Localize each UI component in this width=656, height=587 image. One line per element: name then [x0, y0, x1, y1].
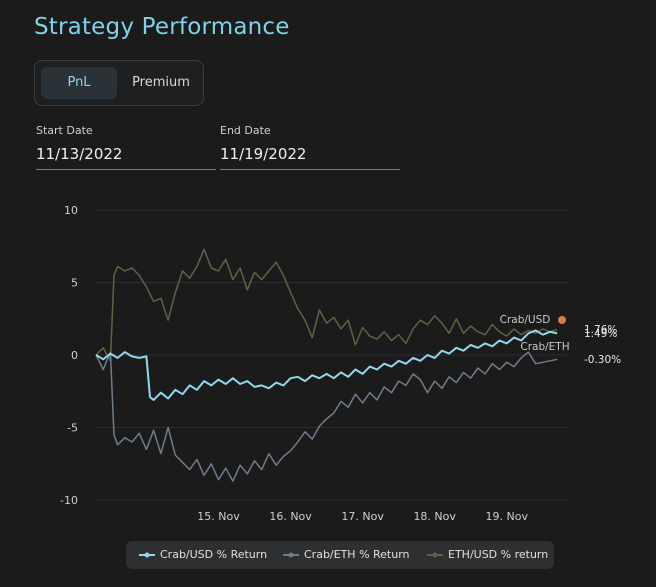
- legend-label-crab-eth: Crab/ETH % Return: [304, 548, 410, 561]
- series-line-2: [95, 248, 558, 362]
- legend-item-crab-eth[interactable]: Crab/ETH % Return: [282, 541, 410, 569]
- end-date-label: End Date: [220, 124, 271, 137]
- legend-swatch-crab-usd: [139, 552, 155, 558]
- end-value-label: 1.76%: [584, 324, 617, 336]
- start-date-input[interactable]: 11/13/2022: [36, 145, 216, 170]
- y-tick-label: -5: [67, 422, 78, 435]
- legend-label-eth-usd: ETH/USD % return: [448, 548, 549, 561]
- y-tick-label: 5: [71, 277, 78, 290]
- y-tick-label: 0: [71, 349, 78, 362]
- start-date-label: Start Date: [36, 124, 93, 137]
- crab-marker-icon: [558, 316, 566, 324]
- end-label-crab-eth: Crab/ETH: [520, 341, 569, 353]
- legend-swatch-crab-eth: [283, 552, 299, 558]
- x-tick-label: 19. Nov: [486, 510, 529, 523]
- legend-label-crab-usd: Crab/USD % Return: [160, 548, 268, 561]
- tab-premium[interactable]: Premium: [132, 75, 190, 90]
- x-tick-label: 17. Nov: [341, 510, 384, 523]
- end-date-input[interactable]: 11/19/2022: [220, 145, 400, 170]
- end-value-label: -0.30%: [584, 354, 621, 366]
- series-line-1: [95, 351, 558, 482]
- end-label-crab-usd: Crab/USD: [500, 314, 551, 326]
- y-tick-label: 10: [64, 204, 78, 217]
- end-date-field[interactable]: End Date 11/19/2022: [220, 124, 400, 170]
- chart-legend: Crab/USD % Return Crab/ETH % Return ETH/…: [126, 541, 554, 569]
- x-tick-label: 15. Nov: [197, 510, 240, 523]
- end-value-label: 1.49%: [584, 328, 617, 340]
- legend-item-eth-usd[interactable]: ETH/USD % return: [426, 541, 548, 569]
- legend-swatch-eth-usd: [427, 552, 443, 558]
- tab-pnl[interactable]: PnL: [41, 67, 117, 99]
- metric-toggle: PnL Premium: [34, 60, 204, 106]
- x-tick-label: 16. Nov: [269, 510, 312, 523]
- x-tick-label: 18. Nov: [413, 510, 456, 523]
- performance-chart: 10 5 0 -5 -10 15. Nov 16. Nov 17. Nov 18. Nov 19.…: [60, 204, 621, 523]
- page-title: Strategy Performance: [34, 14, 290, 40]
- legend-item-crab-usd[interactable]: Crab/USD % Return: [138, 541, 267, 569]
- start-date-field[interactable]: Start Date 11/13/2022: [36, 124, 216, 170]
- series-line-0: [95, 329, 558, 401]
- y-tick-label: -10: [60, 494, 78, 507]
